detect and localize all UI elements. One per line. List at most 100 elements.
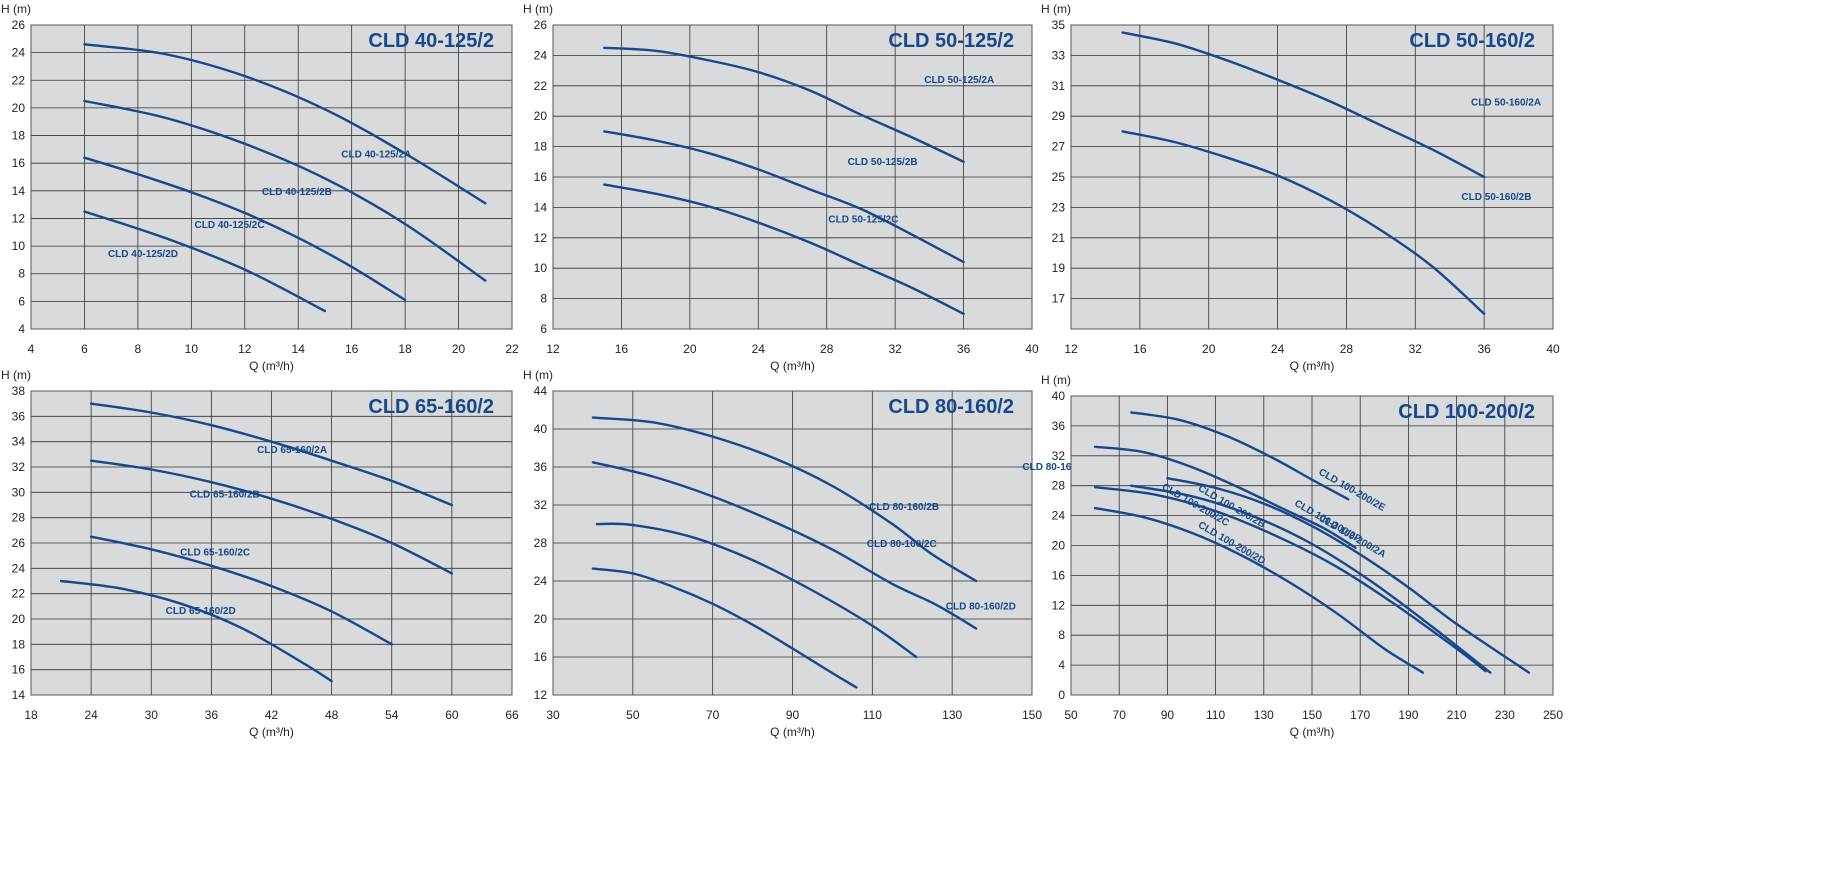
y-tick-label: 20 [534, 612, 548, 626]
y-axis-label: H (m) [1, 368, 31, 382]
series-line [83, 156, 407, 302]
x-tick-label: 32 [1409, 342, 1423, 356]
x-tick-label: 16 [1133, 342, 1147, 356]
x-tick-label: 6 [81, 342, 88, 356]
y-tick-label: 18 [12, 129, 26, 143]
series-line [595, 522, 918, 659]
x-tick-label: 18 [24, 708, 38, 722]
y-tick-label: 16 [534, 170, 548, 184]
y-tick-label: 24 [12, 561, 26, 575]
y-tick-label: 20 [1052, 539, 1066, 553]
series-line [591, 567, 858, 689]
y-tick-label: 44 [534, 384, 548, 398]
y-tick-label: 18 [12, 637, 26, 651]
y-tick-label: 25 [1052, 170, 1066, 184]
x-tick-label: 24 [84, 708, 98, 722]
y-tick-label: 17 [1052, 292, 1066, 306]
series-line [1166, 477, 1531, 674]
series-label: CLD 65-160/2C [180, 548, 250, 559]
y-tick-label: 32 [1052, 449, 1066, 463]
x-tick-label: 36 [205, 708, 219, 722]
y-tick-label: 40 [534, 422, 548, 436]
chart-title: CLD 50-160/2 [1409, 30, 1535, 52]
chart-panel: 4 6 8 10 12 14 16 18 20 22 4 6 8 10 12 14 16 18 20 22 24 26 H … [1, 2, 519, 373]
x-tick-label: 90 [786, 708, 800, 722]
x-tick-label: 22 [505, 342, 519, 356]
series-line [59, 579, 333, 683]
series-label: CLD 40-125/2A [341, 150, 411, 161]
y-tick-label: 24 [534, 48, 548, 62]
chart-panel: 12 16 20 24 28 32 36 40 17 19 21 23 25 27 29 31 33 35 H (m… [1041, 2, 1560, 373]
y-tick-label: 27 [1052, 140, 1066, 154]
series-line [1093, 445, 1357, 549]
series-line [603, 46, 965, 163]
y-tick-label: 18 [534, 140, 548, 154]
series-label: CLD 50-125/2B [848, 157, 918, 168]
y-tick-label: 6 [540, 322, 547, 336]
y-tick-label: 14 [12, 688, 26, 702]
x-tick-label: 10 [185, 342, 199, 356]
series-label: CLD 65-160/2B [190, 489, 260, 500]
y-tick-label: 16 [1052, 568, 1066, 582]
x-tick-label: 70 [1113, 708, 1127, 722]
y-tick-label: 34 [12, 435, 26, 449]
x-tick-label: 170 [1350, 708, 1370, 722]
x-tick-label: 24 [1271, 342, 1285, 356]
x-tick-label: 42 [265, 708, 279, 722]
x-axis-label: Q (m³/h) [1290, 359, 1335, 373]
series-label: CLD 40-125/2C [195, 220, 265, 231]
y-tick-label: 24 [12, 46, 26, 60]
y-tick-label: 21 [1052, 231, 1066, 245]
x-tick-label: 190 [1398, 708, 1418, 722]
y-tick-label: 4 [1058, 658, 1065, 672]
y-tick-label: 14 [534, 200, 548, 214]
y-tick-label: 30 [12, 485, 26, 499]
y-tick-label: 38 [12, 384, 26, 398]
y-tick-label: 35 [1052, 18, 1066, 32]
y-tick-label: 31 [1052, 79, 1066, 93]
x-axis-label: Q (m³/h) [1290, 725, 1335, 739]
y-tick-label: 23 [1052, 200, 1066, 214]
y-tick-label: 29 [1052, 109, 1066, 123]
series-line [1130, 411, 1350, 501]
x-tick-label: 28 [820, 342, 834, 356]
x-tick-label: 40 [1546, 342, 1560, 356]
y-tick-label: 16 [534, 650, 548, 664]
y-tick-label: 40 [1052, 389, 1066, 403]
y-tick-label: 12 [12, 211, 26, 225]
x-tick-label: 150 [1302, 708, 1322, 722]
series-line [591, 416, 978, 583]
y-tick-label: 6 [18, 294, 25, 308]
x-axis-label: Q (m³/h) [249, 359, 294, 373]
series-line [83, 43, 487, 205]
x-tick-label: 50 [1064, 708, 1078, 722]
y-tick-label: 8 [540, 292, 547, 306]
x-tick-label: 30 [546, 708, 560, 722]
series-label: CLD 50-160/2B [1461, 192, 1531, 203]
chart-panel: 18 24 30 36 42 48 54 60 66 14 16 18 20 22 24 26 28 30 32 34… [1, 368, 519, 739]
x-tick-label: 110 [863, 708, 882, 722]
y-tick-label: 32 [12, 460, 26, 474]
y-tick-label: 26 [534, 18, 548, 32]
chart-title: CLD 50-125/2 [888, 30, 1014, 52]
y-axis-label: H (m) [523, 368, 553, 382]
series-line [603, 130, 965, 264]
y-tick-label: 20 [12, 612, 26, 626]
y-tick-label: 28 [1052, 479, 1066, 493]
y-tick-label: 10 [534, 261, 548, 275]
y-tick-label: 19 [1052, 261, 1066, 275]
x-tick-label: 20 [1202, 342, 1216, 356]
x-tick-label: 150 [1022, 708, 1042, 722]
plot-area [30, 24, 513, 330]
x-tick-label: 250 [1543, 708, 1563, 722]
chart-title: CLD 40-125/2 [368, 30, 494, 52]
x-tick-label: 130 [942, 708, 962, 722]
series-line [89, 535, 393, 646]
x-tick-label: 60 [445, 708, 459, 722]
x-tick-label: 24 [752, 342, 766, 356]
series-line [1121, 130, 1486, 315]
x-tick-label: 32 [888, 342, 902, 356]
x-tick-label: 8 [135, 342, 142, 356]
x-axis-label: Q (m³/h) [249, 725, 294, 739]
